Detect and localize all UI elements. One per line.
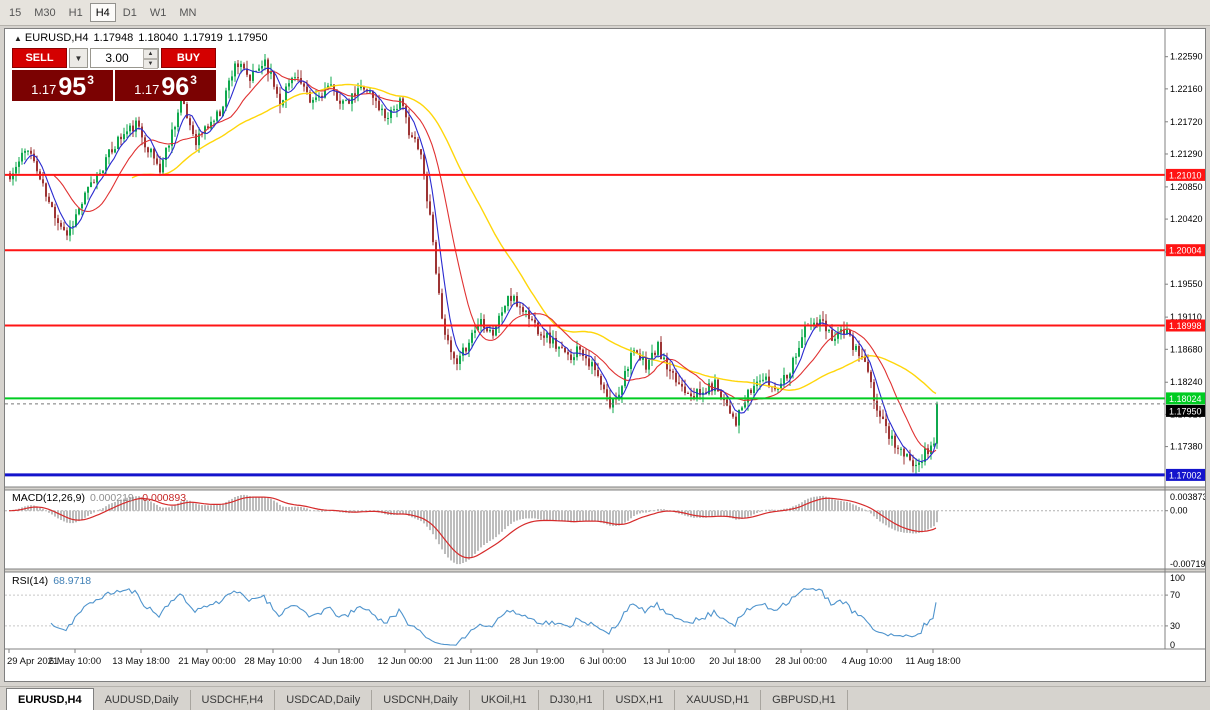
svg-text:1.18680: 1.18680 [1170,344,1203,354]
tf-h4[interactable]: H4 [89,3,116,22]
svg-text:70: 70 [1170,590,1180,600]
svg-text:1.17380: 1.17380 [1170,442,1203,452]
svg-text:21 May 00:00: 21 May 00:00 [178,656,236,667]
sell-button[interactable]: SELL [12,48,67,68]
tab-usdchf-h4[interactable]: USDCHF,H4 [191,690,276,710]
svg-text:1.17950: 1.17950 [1169,406,1202,416]
svg-text:1.22590: 1.22590 [1170,52,1203,62]
svg-text:1.21010: 1.21010 [1169,170,1202,180]
chart-title-symbol: EURUSD,H4 [24,32,89,44]
svg-text:28 Jun 19:00: 28 Jun 19:00 [510,656,565,667]
svg-text:30: 30 [1170,621,1180,631]
ohlc-low: 1.17919 [183,32,223,44]
price-chart-canvas[interactable]: 1.22590 1.22160 1.21720 1.21290 1.20850 1.204… [5,29,1205,681]
sell-price-prefix: 1.17 [31,82,57,98]
rsi-value: 68.9718 [53,575,92,587]
svg-text:28 Jul 00:00: 28 Jul 00:00 [775,656,827,667]
chevron-down-icon: ▼ [74,53,83,63]
macd-main-value: 0.000219 [89,492,134,504]
tab-audusd-daily[interactable]: AUDUSD,Daily [94,690,191,710]
svg-text:1.18998: 1.18998 [1169,321,1202,331]
chart-title: ▲ EURUSD,H4 1.17948 1.18040 1.17919 1.17950 [14,32,273,44]
ohlc-close: 1.17950 [227,32,268,44]
tab-gbpusd-h1[interactable]: GBPUSD,H1 [761,690,848,710]
svg-text:-0.00719: -0.00719 [1170,559,1205,569]
timeframe-toolbar: 15 M30 H1 H4 D1 W1 MN [0,0,1210,26]
spinner-up-icon[interactable]: ▲ [143,49,158,59]
tab-xauusd-h1[interactable]: XAUUSD,H1 [675,690,762,710]
tab-eurusd-h4[interactable]: EURUSD,H4 [6,688,94,710]
svg-text:13 May 18:00: 13 May 18:00 [112,656,170,667]
svg-text:6 Jul 00:00: 6 Jul 00:00 [580,656,626,667]
one-click-trading-panel: SELL ▼ 3.00 ▲ ▼ BUY 1.17 95 3 1.17 96 3 [12,48,216,101]
svg-text:0.003873: 0.003873 [1170,492,1205,502]
svg-text:1.22160: 1.22160 [1170,84,1203,94]
chart-tab-bar: EURUSD,H4 AUDUSD,Daily USDCHF,H4 USDCAD,… [0,686,1210,710]
svg-text:1.18240: 1.18240 [1170,377,1203,387]
svg-text:21 Jun 11:00: 21 Jun 11:00 [444,656,498,667]
rsi-indicator-label: RSI(14) 68.9718 [12,575,96,587]
buy-price-prefix: 1.17 [134,82,160,98]
svg-text:12 Jun 00:00: 12 Jun 00:00 [378,656,433,667]
svg-text:1.20850: 1.20850 [1170,182,1203,192]
tab-usdcnh-daily[interactable]: USDCNH,Daily [372,690,470,710]
svg-text:1.18024: 1.18024 [1169,394,1202,404]
svg-text:29 Apr 2021: 29 Apr 2021 [7,656,58,667]
svg-text:1.19110: 1.19110 [1170,312,1202,322]
svg-text:1.19550: 1.19550 [1170,279,1203,289]
ohlc-high: 1.18040 [138,32,179,44]
svg-text:13 Jul 10:00: 13 Jul 10:00 [643,656,695,667]
svg-text:1.21290: 1.21290 [1170,149,1203,159]
tf-m30[interactable]: M30 [34,6,56,19]
tab-ukoil-h1[interactable]: UKOil,H1 [470,690,539,710]
tf-15[interactable]: 15 [9,6,22,19]
tf-mn[interactable]: MN [179,6,197,19]
svg-text:20 Jul 18:00: 20 Jul 18:00 [709,656,761,667]
volume-field[interactable]: 3.00 ▲ ▼ [90,48,159,69]
tab-usdcad-daily[interactable]: USDCAD,Daily [275,690,373,710]
rsi-name: RSI(14) [12,575,49,587]
volume-dropdown-button[interactable]: ▼ [69,48,88,68]
volume-spinner[interactable]: ▲ ▼ [143,49,158,69]
svg-text:0: 0 [1170,640,1175,650]
sell-price-display[interactable]: 1.17 95 3 [12,70,113,101]
tab-dj30-h1[interactable]: DJ30,H1 [539,690,605,710]
spinner-down-icon[interactable]: ▼ [143,59,158,69]
buy-button[interactable]: BUY [161,48,216,68]
svg-text:0.00: 0.00 [1170,506,1188,516]
svg-text:1.20004: 1.20004 [1169,246,1202,256]
buy-price-pips: 96 [161,72,190,101]
sell-price-pips: 95 [58,72,87,101]
tf-h1[interactable]: H1 [68,6,83,19]
svg-text:4 Jun 18:00: 4 Jun 18:00 [314,656,364,667]
ohlc-open: 1.17948 [93,32,134,44]
svg-text:11 Aug 18:00: 11 Aug 18:00 [905,656,960,667]
tf-d1[interactable]: D1 [122,6,137,19]
symbol-marker-icon: ▲ [14,34,22,43]
svg-text:1.17002: 1.17002 [1169,470,1202,480]
sell-price-point: 3 [87,73,94,87]
macd-name: MACD(12,26,9) [12,492,85,504]
svg-text:28 May 10:00: 28 May 10:00 [244,656,302,667]
svg-text:1.21720: 1.21720 [1170,117,1203,127]
volume-value: 3.00 [105,51,129,65]
svg-text:6 May 10:00: 6 May 10:00 [49,656,101,667]
macd-indicator-label: MACD(12,26,9) 0.000219 -0.000893 [12,492,191,504]
tab-usdx-h1[interactable]: USDX,H1 [604,690,676,710]
svg-text:100: 100 [1170,573,1185,583]
tf-w1[interactable]: W1 [149,6,167,19]
chart-window: 1.22590 1.22160 1.21720 1.21290 1.20850 1.204… [4,28,1206,682]
svg-text:4 Aug 10:00: 4 Aug 10:00 [842,656,893,667]
macd-signal-value: -0.000893 [138,492,187,504]
buy-price-point: 3 [190,73,197,87]
buy-price-display[interactable]: 1.17 96 3 [115,70,216,101]
svg-text:1.20420: 1.20420 [1170,214,1203,224]
